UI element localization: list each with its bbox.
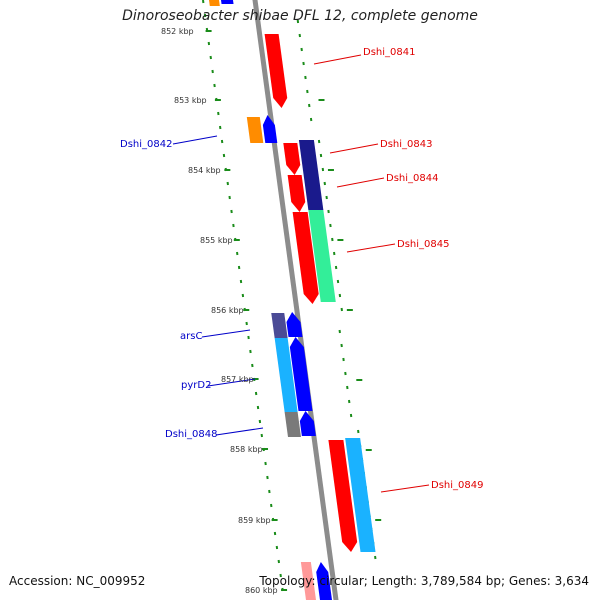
topology-text: Topology: circular; Length: 3,789,584 bp… bbox=[259, 574, 589, 588]
gene-labels[interactable]: Dshi_0841 Dshi_0842 Dshi_0843 Dshi_0844 … bbox=[120, 47, 483, 491]
gene-feature-top-blue[interactable] bbox=[220, 0, 234, 4]
callout-dshi-0844 bbox=[336, 177, 385, 188]
gene-label-dshi-0843[interactable]: Dshi_0843 bbox=[380, 139, 432, 150]
callout-dshi-0842 bbox=[172, 135, 218, 145]
kbp-label-858: 858 kbp bbox=[230, 445, 263, 454]
accession-text: Accession: NC_009952 bbox=[9, 574, 146, 588]
gene-dshi-0843[interactable] bbox=[283, 143, 301, 175]
gene-feature-top-orange[interactable] bbox=[208, 0, 220, 6]
callout-dshi-0848 bbox=[215, 427, 264, 436]
ruler-right-top bbox=[296, 19, 313, 122]
ruler-left bbox=[202, 0, 284, 592]
gene-pyrd2-block[interactable] bbox=[274, 338, 298, 412]
gene-bottom-blue[interactable] bbox=[316, 562, 332, 600]
kbp-label-852: 852 kbp bbox=[161, 27, 194, 36]
gene-dshi-0845[interactable] bbox=[292, 212, 319, 304]
kbp-label-854: 854 kbp bbox=[188, 166, 221, 175]
kbp-label-859: 859 kbp bbox=[238, 516, 271, 525]
kbp-label-857: 857 kbp bbox=[221, 375, 254, 384]
gene-arsc-block[interactable] bbox=[271, 313, 288, 338]
gene-pyrd2[interactable] bbox=[289, 337, 313, 411]
callout-pyrd2 bbox=[207, 378, 256, 387]
gene-dshi-0844[interactable] bbox=[287, 175, 306, 212]
kbp-label-860: 860 kbp bbox=[245, 586, 278, 595]
gene-dshi-0842-arrow[interactable] bbox=[262, 115, 278, 143]
gene-label-dshi-0842[interactable]: Dshi_0842 bbox=[120, 139, 172, 150]
gene-label-dshi-0844[interactable]: Dshi_0844 bbox=[386, 173, 438, 184]
gene-label-pyrd2[interactable]: pyrD2 bbox=[181, 380, 211, 391]
callout-arsc bbox=[201, 329, 251, 338]
kbp-label-855: 855 kbp bbox=[200, 236, 233, 245]
callout-dshi-0849 bbox=[380, 484, 430, 493]
gene-dshi-0849-block[interactable] bbox=[345, 438, 376, 552]
gene-label-arsc[interactable]: arsC bbox=[180, 331, 202, 342]
gene-label-dshi-0848[interactable]: Dshi_0848 bbox=[165, 429, 217, 440]
ruler-right-low bbox=[338, 329, 353, 418]
gene-dshi-0849[interactable] bbox=[328, 440, 358, 552]
gene-sea-green-block[interactable] bbox=[308, 210, 336, 302]
genome-title: Dinoroseobacter shibae DFL 12, complete … bbox=[122, 8, 478, 24]
gene-label-dshi-0845[interactable]: Dshi_0845 bbox=[397, 239, 449, 250]
kbp-scale: 852 kbp 853 kbp 854 kbp 855 kbp 856 kbp … bbox=[161, 27, 278, 595]
gene-dshi-0842[interactable] bbox=[246, 117, 264, 143]
kbp-label-853: 853 kbp bbox=[174, 96, 207, 105]
gene-navy-block[interactable] bbox=[298, 140, 324, 210]
genome-backbone bbox=[252, 0, 339, 600]
gene-dshi-0841[interactable] bbox=[264, 34, 288, 108]
callout-dshi-0845 bbox=[346, 243, 396, 253]
backbone-line bbox=[252, 0, 339, 600]
gene-callouts bbox=[172, 54, 430, 493]
callout-dshi-0841 bbox=[313, 54, 362, 65]
gene-bottom-pink[interactable] bbox=[300, 562, 317, 600]
kbp-label-856: 856 kbp bbox=[211, 306, 244, 315]
gene-dshi-0848[interactable] bbox=[299, 411, 316, 436]
gene-dshi-0848-block[interactable] bbox=[284, 412, 301, 437]
callout-dshi-0843 bbox=[329, 143, 379, 154]
ruler-right-mid bbox=[317, 139, 343, 312]
gene-label-dshi-0849[interactable]: Dshi_0849 bbox=[431, 480, 483, 491]
gene-arsc[interactable] bbox=[286, 312, 303, 337]
gene-label-dshi-0841[interactable]: Dshi_0841 bbox=[363, 47, 415, 58]
gene-features[interactable] bbox=[208, 0, 376, 600]
